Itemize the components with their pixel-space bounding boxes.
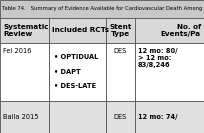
Text: Included RCTs: Included RCTs: [52, 27, 109, 33]
Bar: [106, 18, 135, 43]
Bar: [0, 0, 204, 18]
Bar: [0, 101, 49, 133]
Text: Fei 2016: Fei 2016: [3, 48, 31, 54]
Bar: [49, 43, 106, 101]
Bar: [106, 101, 135, 133]
Text: Stent
Type: Stent Type: [109, 24, 132, 37]
Text: No. of
Events/Pa: No. of Events/Pa: [161, 24, 201, 37]
Bar: [135, 43, 204, 101]
Bar: [135, 101, 204, 133]
Text: • DAPT: • DAPT: [54, 69, 81, 75]
Text: 12 mo: 74/: 12 mo: 74/: [138, 114, 177, 120]
Bar: [49, 18, 106, 43]
Bar: [106, 43, 135, 101]
Text: Table 74.   Summary of Evidence Available for Cardiovascular Death Among Patient: Table 74. Summary of Evidence Available …: [2, 7, 204, 11]
Text: DES: DES: [114, 114, 127, 120]
Text: DES: DES: [114, 48, 127, 54]
Text: Balla 2015: Balla 2015: [3, 114, 39, 120]
Text: • DES-LATE: • DES-LATE: [54, 83, 96, 90]
Bar: [135, 18, 204, 43]
Text: Systematic
Review: Systematic Review: [3, 24, 49, 37]
Bar: [49, 101, 106, 133]
Bar: [0, 18, 49, 43]
Text: • OPTIDUAL: • OPTIDUAL: [54, 54, 99, 60]
Bar: [0, 43, 49, 101]
Text: 12 mo: 80/
> 12 mo:
83/8,246: 12 mo: 80/ > 12 mo: 83/8,246: [138, 48, 177, 68]
